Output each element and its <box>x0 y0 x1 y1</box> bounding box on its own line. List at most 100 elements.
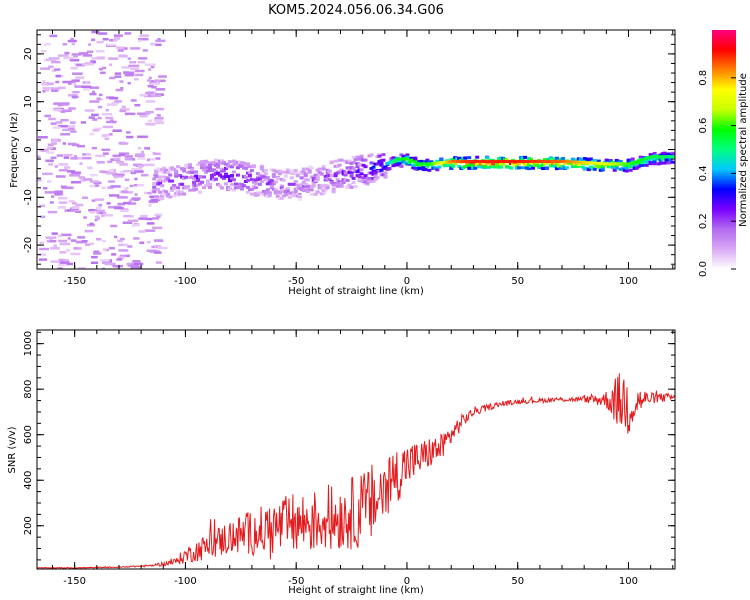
spectrogram-cell <box>123 214 132 218</box>
spectrogram-cell <box>202 168 207 172</box>
spectrogram-cell <box>145 91 155 95</box>
spectrogram-cell <box>325 186 330 190</box>
spectrogram-cell <box>158 169 163 173</box>
spectrogram-cell <box>121 105 126 109</box>
spectrogram-cell <box>53 68 61 71</box>
spectrogram-cell <box>146 158 150 162</box>
spectrogram-cell <box>46 82 54 85</box>
spectrogram-cell <box>405 155 410 159</box>
spectrogram-cell <box>148 200 159 203</box>
spectrogram-cell <box>251 165 256 169</box>
spectrogram-cell <box>152 226 163 230</box>
spectrogram-cell <box>101 134 107 138</box>
spectrogram-cell <box>612 168 617 172</box>
spectrogram-cell <box>133 237 140 240</box>
spectrogram-cell <box>596 159 601 163</box>
spectrogram-cell <box>301 170 306 174</box>
spectrogram-cell <box>247 173 252 177</box>
spectrogram-cell <box>118 153 125 157</box>
spectrogram-cell <box>62 142 67 145</box>
spectrogram-cell <box>375 162 380 166</box>
spectrogram-cell <box>138 217 148 220</box>
spectrogram-cell <box>425 158 430 162</box>
spectrogram-cell <box>81 239 88 243</box>
spectrogram-cell <box>351 155 356 159</box>
spectrogram-cell <box>301 167 306 171</box>
spectrogram-cell <box>279 184 284 188</box>
spectrogram-cell <box>88 166 92 170</box>
spectrogram-cell <box>112 264 123 268</box>
spectrogram-cell <box>630 157 635 161</box>
spectrogram-cell <box>337 170 342 174</box>
spectrogram-cell <box>130 215 134 218</box>
spectrogram-cell <box>217 173 222 177</box>
spectrogram-cell <box>130 265 142 269</box>
spectrogram-cell <box>60 118 69 122</box>
spectrogram-cell <box>130 67 139 71</box>
spectrogram-cell <box>135 153 145 156</box>
spectrogram-cell <box>116 258 123 261</box>
spectrogram-cell <box>133 262 144 266</box>
spectrogram-cell <box>91 30 100 34</box>
spectrogram-cell <box>144 147 151 150</box>
spectrogram-cell <box>119 254 129 258</box>
spectrogram-cell <box>127 57 131 60</box>
spectrogram-cell <box>297 193 302 197</box>
spectrogram-cell <box>121 190 128 193</box>
spectrogram-cell <box>419 159 424 163</box>
spectrogram-cell <box>63 56 74 60</box>
spectrogram-cell <box>521 166 526 170</box>
spectrogram-cell <box>41 49 47 53</box>
spectrogram-cell <box>158 177 163 181</box>
spectrogram-cell <box>118 152 130 155</box>
x-tick-label: 50 <box>511 276 524 287</box>
spectrogram-cell <box>367 177 372 181</box>
spectrogram-cell <box>297 186 302 190</box>
spectrogram-cell <box>413 158 418 162</box>
spectrogram-cell <box>150 42 156 46</box>
spectrogram-cell <box>71 206 80 210</box>
spectrogram-cell <box>119 80 124 83</box>
spectrogram-cell <box>361 176 366 180</box>
spectrogram-cell <box>106 43 115 47</box>
spectrogram-cell <box>596 165 601 169</box>
spectrogram-cell <box>57 196 68 200</box>
spectrogram-cell <box>152 94 162 98</box>
spectrogram-cell <box>50 147 56 150</box>
spectrogram-cell <box>339 184 344 188</box>
spectrogram-cell <box>71 53 82 56</box>
spectrogram-cell <box>84 109 95 112</box>
spectrogram-cell <box>132 163 143 167</box>
spectrogram-cell <box>46 151 54 154</box>
spectrogram-cell <box>160 197 165 201</box>
spectrogram-cell <box>155 157 161 160</box>
spectrogram-cell <box>206 169 211 173</box>
spectrogram-cell <box>139 241 145 245</box>
spectrogram-cell <box>243 166 248 170</box>
spectrogram-cell <box>323 188 328 192</box>
spectrogram-cell <box>309 166 314 170</box>
spectrogram-cell <box>243 165 248 169</box>
spectrogram-cell <box>147 79 151 82</box>
spectrogram-cell <box>150 65 155 69</box>
spectrogram-cell <box>95 154 106 158</box>
spectrogram-cell <box>253 186 258 190</box>
spectrogram-cell <box>107 160 113 164</box>
spectrogram-cell <box>652 162 657 166</box>
spectrogram-cell <box>190 168 195 172</box>
spectrogram-cell <box>383 171 388 175</box>
spectrogram-cell <box>235 185 240 189</box>
spectrogram-cell <box>353 158 358 162</box>
spectrogram-cell <box>182 169 187 173</box>
spectrogram-cell <box>600 164 605 168</box>
spectrogram-cell <box>192 185 197 189</box>
spectrogram-cell <box>67 94 78 97</box>
spectrogram-cell <box>531 166 536 170</box>
spectrogram-cell <box>131 158 136 161</box>
spectrogram-cell <box>339 168 344 172</box>
spectrogram-cell <box>164 190 169 194</box>
spectrogram-cell <box>79 162 83 165</box>
spectrogram-cell <box>285 168 290 172</box>
spectrogram-cell <box>86 50 94 54</box>
